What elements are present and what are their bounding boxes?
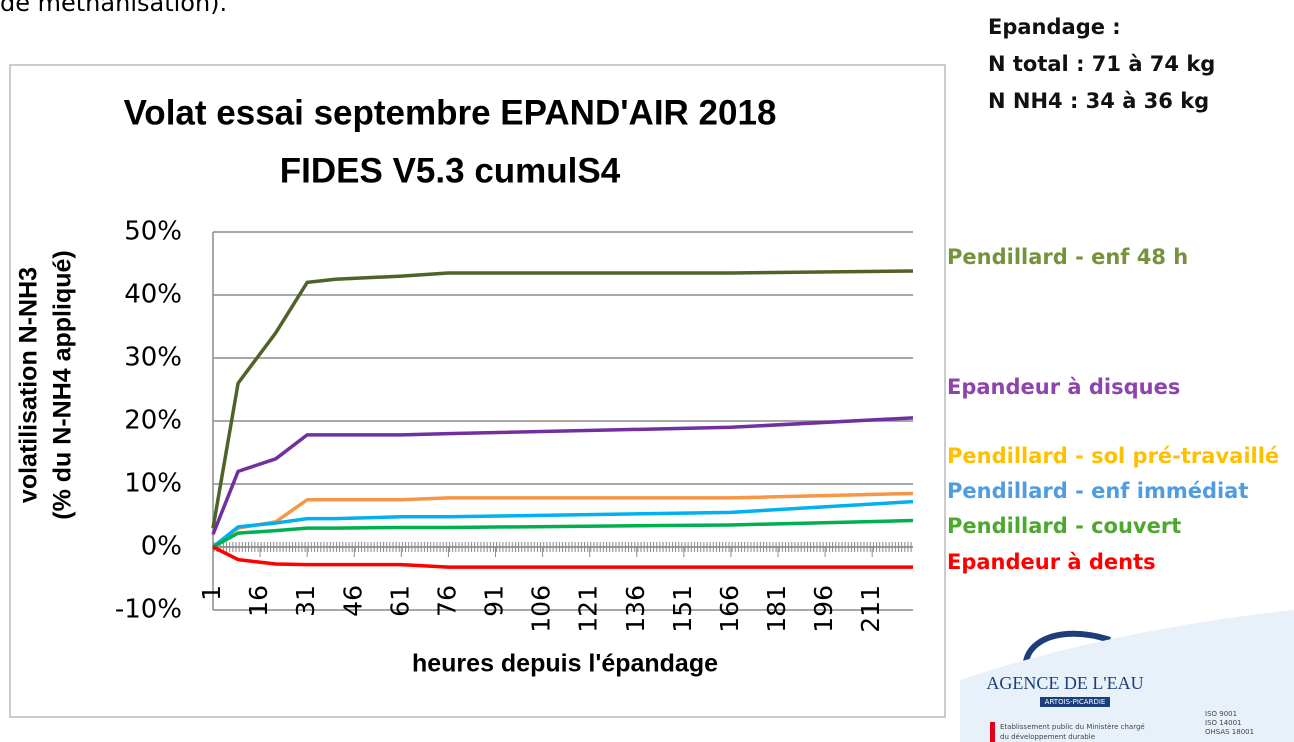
x-axis-label: heures depuis l'épandage <box>412 650 718 678</box>
x-tick-label: 76 <box>432 585 461 617</box>
x-tick-label: 106 <box>527 585 556 633</box>
chart-frame <box>9 64 946 718</box>
logo-band <box>1040 697 1110 707</box>
series-label: Pendillard - sol pré-travaillé <box>947 444 1279 468</box>
series-label: Epandeur à disques <box>947 375 1180 399</box>
certification: ISO 9001 <box>1205 710 1237 718</box>
x-tick-label: 211 <box>856 585 885 633</box>
x-tick-label: 136 <box>621 585 650 633</box>
certification: OHSAS 18001 <box>1205 728 1254 736</box>
y-tick-label: 30% <box>124 343 182 373</box>
chart-title: FIDES V5.3 cumulS4 <box>280 151 621 190</box>
x-tick-label: 31 <box>291 585 320 617</box>
x-tick-label: 196 <box>809 585 838 633</box>
x-tick-label: 121 <box>574 585 603 633</box>
info-text: N total : 71 à 74 kg <box>988 52 1215 76</box>
x-tick-label: 181 <box>762 585 791 633</box>
y-tick-label: 40% <box>124 280 182 310</box>
logo-name: AGENCE DE L'EAU <box>986 673 1143 693</box>
series-line <box>211 499 914 549</box>
x-tick-label: 46 <box>338 585 367 617</box>
logo-tagline: du développement durable <box>1000 733 1095 741</box>
x-tick-label: 1 <box>197 585 226 601</box>
series-label: Pendillard - enf 48 h <box>947 245 1188 269</box>
logo-tagline: Etablissement public du Ministère chargé <box>1000 723 1145 731</box>
y-axis-label: volatilisation N-NH3 <box>15 267 43 503</box>
series-line <box>211 269 914 529</box>
x-tick-label: 16 <box>244 585 273 617</box>
y-tick-label: 10% <box>124 469 182 499</box>
logo-region: ARTOIS-PICARDIE <box>1045 698 1106 706</box>
y-tick-label: 0% <box>141 532 182 562</box>
y-tick-label: 20% <box>124 406 182 436</box>
chart-title: Volat essai septembre EPAND'AIR 2018 <box>124 93 777 132</box>
y-tick-label: 50% <box>124 217 182 247</box>
logo: AGENCE DE L'EAU ARTOIS-PICARDIE Etabliss… <box>960 610 1294 742</box>
logo-wave <box>960 610 1294 742</box>
y-tick-label: -10% <box>115 595 182 625</box>
y-axis-label: (% du N-NH4 appliqué) <box>49 250 77 519</box>
info-text: N NH4 : 34 à 36 kg <box>988 89 1209 113</box>
series-label: Pendillard - enf immédiat <box>947 479 1248 503</box>
logo-bar <box>990 722 995 742</box>
series-line <box>212 518 914 549</box>
x-tick-label: 91 <box>480 585 509 617</box>
x-tick-label: 166 <box>715 585 744 633</box>
series-line <box>212 545 913 569</box>
x-tick-label: 61 <box>385 585 414 617</box>
series-line <box>211 416 914 536</box>
x-tick-label: 151 <box>668 585 697 633</box>
intro-text: de méthanisation). <box>0 0 227 17</box>
info-text: Epandage : <box>988 15 1121 39</box>
certification: ISO 14001 <box>1205 719 1242 727</box>
series-label: Pendillard - couvert <box>947 514 1181 538</box>
series-label: Epandeur à dents <box>947 550 1156 574</box>
